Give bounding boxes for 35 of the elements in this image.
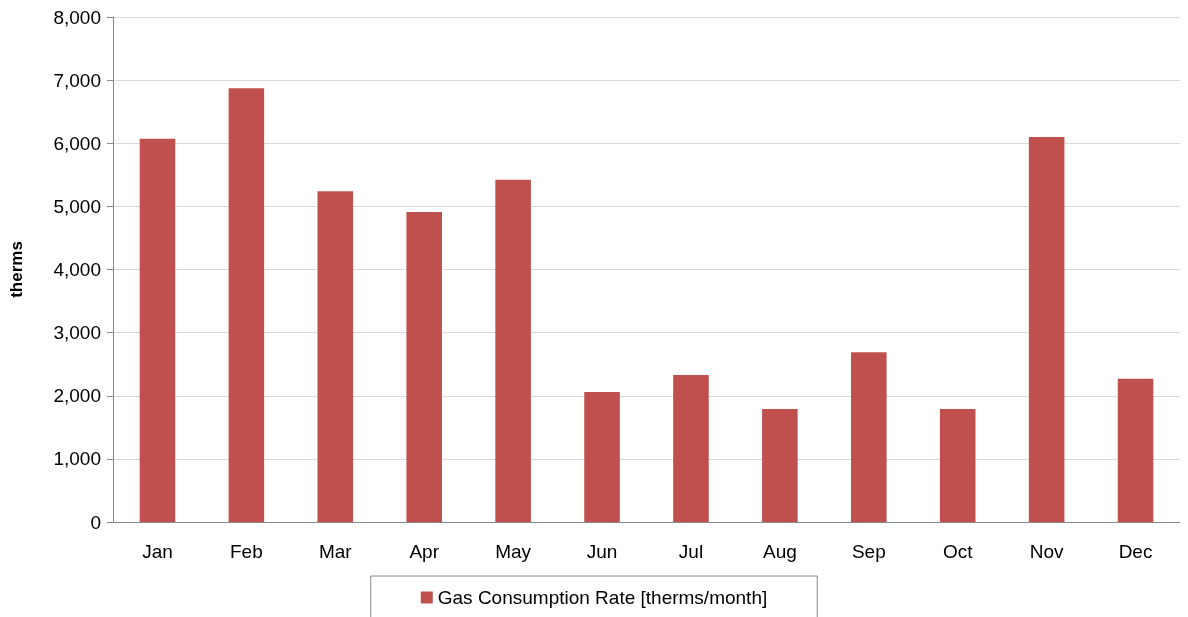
- y-tick-label: 1,000: [53, 448, 101, 470]
- x-tick-label: Jun: [586, 541, 618, 562]
- y-tick-label: 4,000: [53, 259, 101, 280]
- bar: [1028, 136, 1065, 522]
- bar: [673, 374, 709, 522]
- x-tick-label: Dec: [1118, 541, 1153, 562]
- bar: [406, 212, 442, 522]
- bar: [851, 352, 887, 522]
- bar: [762, 409, 798, 522]
- y-tick-label: 7,000: [53, 69, 101, 91]
- y-tick-label: 3,000: [53, 322, 101, 344]
- legend-label: Gas Consumption Rate [therms/month]: [437, 587, 768, 608]
- bar: [939, 409, 976, 522]
- x-tick-label: Mar: [318, 541, 353, 562]
- bar: [317, 191, 354, 522]
- y-axis-title: therms: [7, 241, 26, 298]
- bar: [495, 179, 531, 522]
- bar: [1117, 378, 1154, 522]
- x-tick-label: Feb: [230, 541, 263, 562]
- x-tick-label: Aug: [762, 541, 797, 562]
- y-tick-label: 6,000: [53, 132, 101, 154]
- bar: [228, 88, 265, 522]
- bar: [139, 138, 176, 522]
- y-tick-label: 8,000: [53, 6, 101, 28]
- y-tick-label: 5,000: [53, 195, 101, 217]
- x-tick-label: Nov: [1029, 541, 1065, 562]
- y-tick-label: 0: [90, 511, 101, 533]
- bar: [584, 391, 620, 522]
- x-tick-label: Jan: [142, 541, 173, 562]
- x-tick-label: Apr: [409, 541, 440, 562]
- x-tick-label: Oct: [942, 541, 974, 562]
- x-tick-label: Sep: [851, 541, 886, 562]
- x-tick-label: Jul: [678, 541, 704, 562]
- y-tick-label: 2,000: [53, 385, 101, 407]
- x-tick-label: May: [495, 541, 532, 562]
